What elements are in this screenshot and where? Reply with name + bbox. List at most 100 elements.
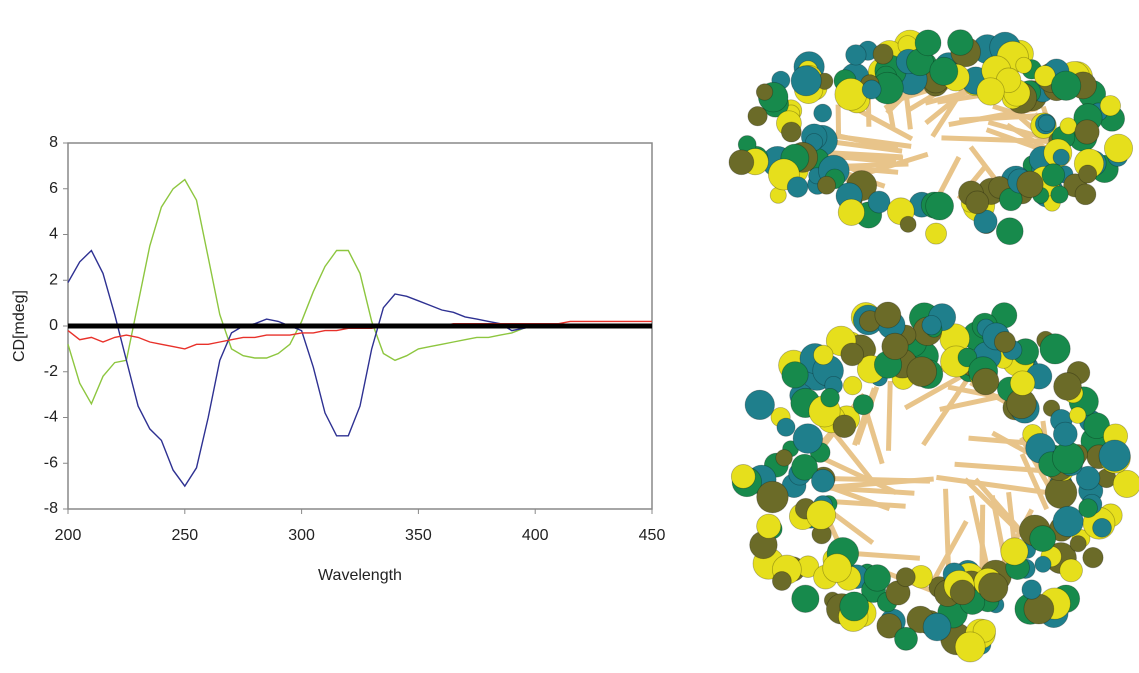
atom [979, 573, 1008, 602]
x-tick-label: 400 [522, 527, 549, 544]
atom [926, 223, 947, 244]
atom [948, 30, 974, 56]
atom [930, 57, 958, 85]
atom [1099, 440, 1130, 471]
bond [818, 487, 914, 493]
atom [1017, 171, 1043, 197]
atom [823, 554, 852, 583]
atom [792, 585, 819, 612]
atom [1001, 538, 1028, 565]
atom [868, 191, 890, 213]
x-tick-label: 350 [405, 527, 432, 544]
atom [1060, 559, 1083, 582]
atom [1010, 371, 1035, 396]
atom [1075, 184, 1096, 205]
atom [864, 565, 891, 592]
atom [840, 592, 869, 621]
y-tick-label: 2 [49, 271, 58, 288]
atom [862, 80, 881, 99]
atom [811, 469, 834, 492]
x-tick-label: 250 [171, 527, 198, 544]
atom [772, 572, 791, 591]
atom [787, 177, 808, 198]
atom [1113, 470, 1139, 497]
atom [1051, 71, 1080, 100]
atom [1069, 407, 1085, 423]
atom [915, 30, 941, 56]
y-tick-label: -6 [44, 454, 58, 471]
x-tick-label: 300 [288, 527, 315, 544]
atom [1045, 477, 1077, 509]
atom [1083, 547, 1103, 567]
atom [922, 316, 941, 335]
atom [821, 388, 840, 407]
atom [873, 44, 893, 64]
atom [833, 415, 856, 438]
atom [846, 45, 866, 65]
atom [1035, 556, 1051, 572]
y-tick-label: -4 [44, 409, 58, 426]
atom [1016, 57, 1032, 73]
atom [777, 418, 795, 436]
atom [729, 150, 754, 175]
atom [1042, 164, 1065, 187]
atom [1093, 518, 1112, 537]
y-axis-label: CD[mdeg] [11, 290, 28, 362]
atom [972, 368, 999, 395]
atom [853, 394, 873, 414]
atom [757, 481, 789, 513]
atom [814, 104, 832, 122]
y-tick-label: 0 [49, 317, 58, 334]
bond [854, 554, 920, 559]
line-series [68, 251, 652, 487]
y-tick-label: 4 [49, 226, 58, 243]
atom [776, 450, 793, 467]
atom [1075, 120, 1099, 144]
atom [1100, 96, 1120, 116]
atom [756, 84, 772, 100]
atom [1053, 149, 1069, 165]
atom [1070, 536, 1086, 552]
atom [814, 345, 834, 365]
atom [835, 78, 867, 110]
atom [1053, 422, 1077, 446]
atom [1052, 442, 1084, 474]
atom [1022, 580, 1041, 599]
atom [1079, 499, 1098, 518]
atom [782, 362, 808, 388]
atom [781, 122, 801, 142]
bond [831, 429, 875, 484]
atom [1038, 115, 1055, 132]
atom [1104, 134, 1132, 162]
atom [966, 191, 989, 214]
line-series [68, 180, 652, 404]
atom [875, 302, 901, 328]
atom [977, 78, 1005, 106]
atom [955, 632, 985, 662]
atom [807, 500, 836, 529]
molecule-images [729, 30, 1139, 662]
atom [926, 192, 954, 220]
atom [843, 376, 862, 395]
atom [895, 627, 918, 650]
atom [994, 331, 1015, 352]
atom [748, 106, 767, 125]
y-tick-label: -2 [44, 363, 58, 380]
x-tick-label: 200 [55, 527, 82, 544]
atom [896, 568, 915, 587]
atom [996, 218, 1023, 245]
x-axis-label: Wavelength [318, 567, 402, 584]
atom [1060, 118, 1077, 135]
atom [882, 333, 908, 359]
atom [1040, 334, 1070, 364]
atom [1079, 165, 1097, 183]
atom [1051, 186, 1068, 203]
x-tick-label: 450 [639, 527, 666, 544]
bond [889, 381, 891, 451]
atom [841, 343, 864, 366]
atom [745, 390, 774, 419]
atom [1030, 526, 1056, 552]
atom [791, 66, 821, 96]
